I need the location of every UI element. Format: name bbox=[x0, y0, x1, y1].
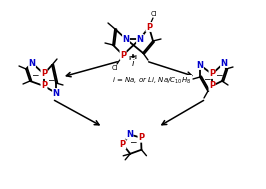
Text: i = Na, or Li, Na/C$_{10}$H$_8$: i = Na, or Li, Na/C$_{10}$H$_8$ bbox=[112, 76, 192, 86]
Text: N: N bbox=[52, 88, 60, 98]
Text: N: N bbox=[123, 35, 130, 43]
Text: P: P bbox=[41, 70, 47, 78]
Text: P: P bbox=[209, 70, 215, 78]
Text: N: N bbox=[126, 130, 133, 139]
Text: P: P bbox=[209, 81, 215, 91]
Text: P: P bbox=[120, 140, 126, 149]
Text: N: N bbox=[28, 59, 35, 67]
Text: −: − bbox=[129, 138, 137, 146]
Text: i: i bbox=[132, 59, 134, 67]
Text: −: − bbox=[47, 76, 54, 85]
Text: −: − bbox=[31, 70, 39, 79]
Text: Cl: Cl bbox=[151, 11, 157, 17]
Text: −: − bbox=[203, 74, 210, 83]
Text: N: N bbox=[221, 59, 227, 67]
Text: P: P bbox=[146, 22, 152, 32]
Text: P: P bbox=[120, 50, 126, 60]
Text: Cl: Cl bbox=[112, 65, 118, 71]
Text: N: N bbox=[136, 35, 143, 43]
Text: −: − bbox=[215, 70, 223, 79]
Text: N: N bbox=[197, 60, 203, 70]
Text: P: P bbox=[41, 81, 47, 91]
Text: P: P bbox=[138, 133, 144, 142]
